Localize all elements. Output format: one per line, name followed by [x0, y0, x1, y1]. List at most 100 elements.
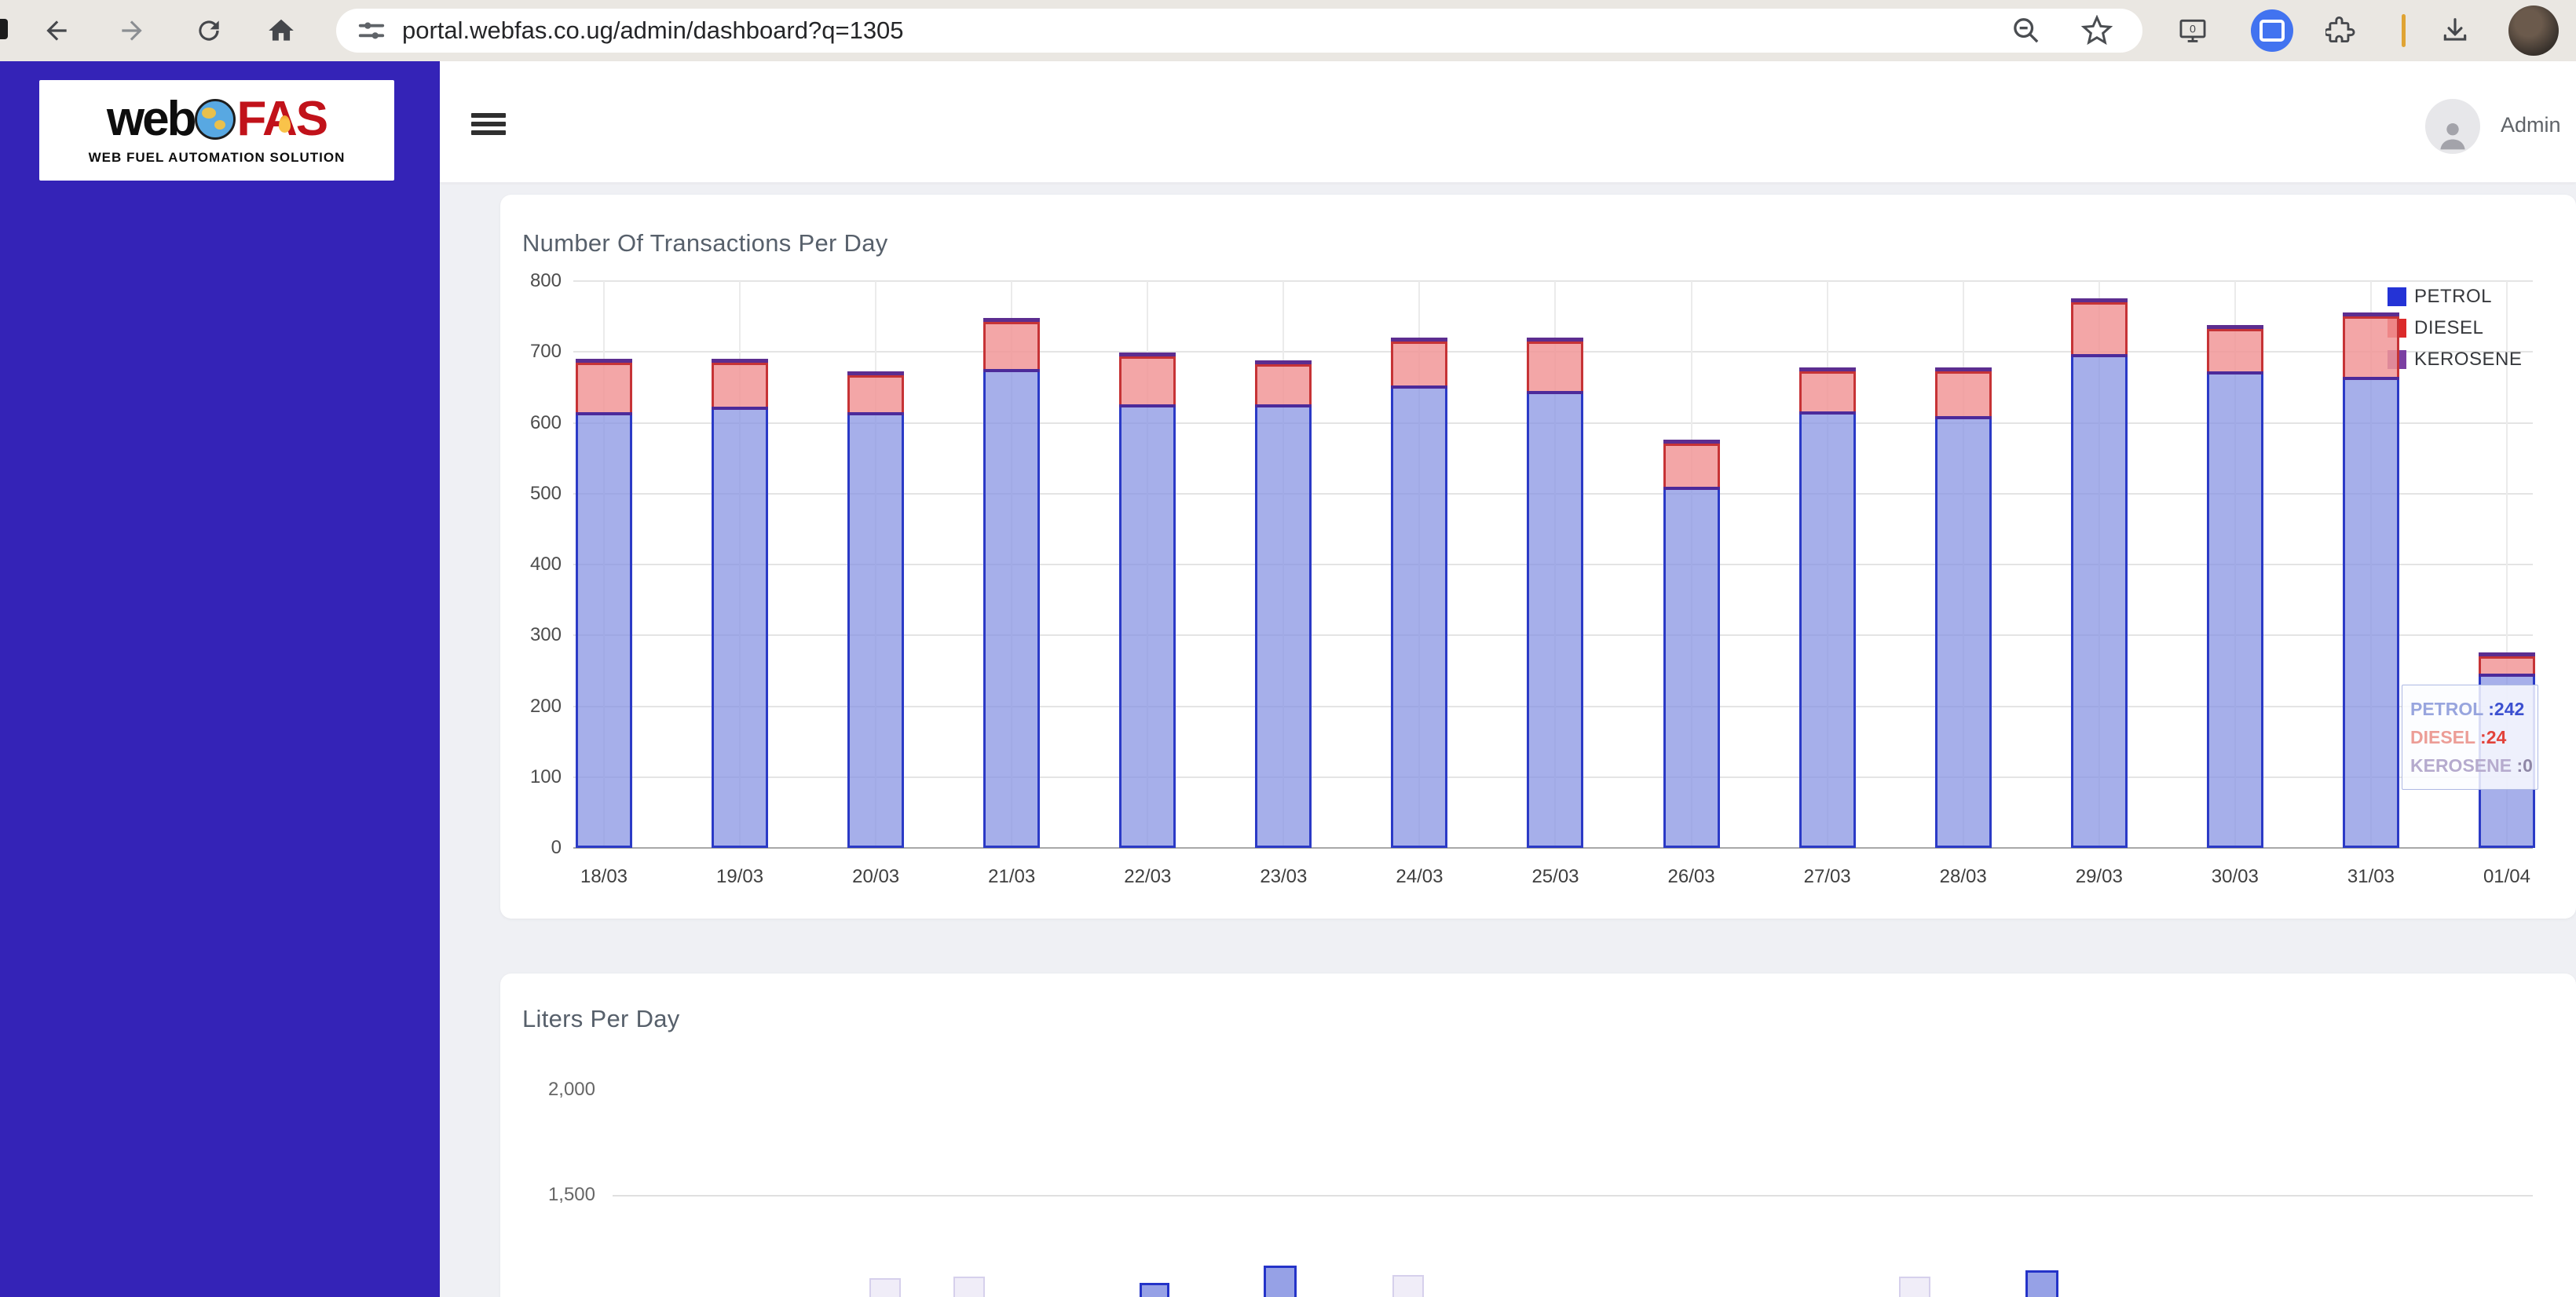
home-icon[interactable]	[264, 13, 298, 48]
x-axis-label: 29/03	[2075, 866, 2123, 887]
bar-group[interactable]	[1663, 281, 1720, 848]
cast-badge-text: 0	[2190, 23, 2196, 35]
x-axis-label: 23/03	[1260, 866, 1308, 887]
back-icon[interactable]	[39, 13, 74, 48]
kerosene-cap	[1527, 338, 1584, 342]
liters-chart: 2,000 1,500	[500, 974, 2576, 1297]
diesel-segment	[1391, 342, 1448, 385]
y-axis-label: 600	[529, 411, 562, 433]
partial-bar[interactable]	[1140, 1283, 1169, 1297]
logo-caption: WEB FUEL AUTOMATION SOLUTION	[88, 150, 346, 165]
x-axis-label: 26/03	[1667, 866, 1715, 887]
sidebar-nav: web FAS WEB FUEL AUTOMATION SOLUTION	[0, 61, 440, 1297]
kerosene-midline	[2342, 377, 2399, 380]
partial-bar[interactable]	[1899, 1277, 1930, 1297]
bar-group[interactable]	[847, 281, 905, 848]
bar-group[interactable]	[576, 281, 632, 848]
partial-bar[interactable]	[2025, 1270, 2058, 1297]
kerosene-cap	[1255, 360, 1312, 364]
petrol-segment	[1391, 389, 1448, 848]
partial-bar[interactable]	[869, 1278, 901, 1297]
petrol-segment	[1527, 394, 1584, 848]
x-axis-label: 01/04	[2483, 866, 2530, 887]
kerosene-midline	[2206, 371, 2263, 374]
bar-group[interactable]	[2206, 281, 2263, 848]
x-axis-label: 24/03	[1396, 866, 1444, 887]
partial-bar[interactable]	[1392, 1275, 1424, 1297]
y-gridline	[573, 847, 2533, 849]
bar-group[interactable]	[2342, 281, 2399, 848]
y-axis-label: 500	[529, 482, 562, 504]
y-axis-label: 2,000	[547, 1079, 595, 1100]
browser-profile-avatar[interactable]	[2508, 5, 2559, 56]
user-avatar[interactable]	[2425, 99, 2480, 154]
tooltip-row: PETROL :242	[2410, 699, 2525, 719]
bar-group[interactable]	[1527, 281, 1584, 848]
y-axis-label: 400	[529, 554, 562, 575]
diesel-segment	[1119, 356, 1176, 404]
legend-swatch	[2388, 287, 2406, 306]
x-axis-label: 30/03	[2211, 866, 2259, 887]
tooltip-row: KEROSENE :0	[2410, 755, 2533, 776]
partial-bar[interactable]	[1264, 1266, 1297, 1297]
y-gridline	[613, 1195, 2533, 1197]
site-settings-icon[interactable]	[357, 16, 386, 46]
kerosene-cap	[2206, 325, 2263, 329]
kerosene-midline	[712, 407, 769, 410]
legend-label: DIESEL	[2414, 317, 2484, 338]
petrol-segment	[1255, 407, 1312, 848]
partial-bar[interactable]	[953, 1277, 985, 1297]
forward-icon[interactable]	[115, 13, 149, 48]
hamburger-menu-icon[interactable]	[471, 113, 506, 137]
reload-icon[interactable]	[192, 13, 226, 48]
liters-card: Liters Per Day 2,000 1,500	[500, 974, 2576, 1297]
bar-group[interactable]	[1255, 281, 1312, 848]
kerosene-cap	[2070, 298, 2128, 302]
diesel-segment	[1798, 371, 1856, 411]
x-axis-label: 18/03	[580, 866, 628, 887]
kerosene-midline	[1391, 385, 1448, 389]
bar-group[interactable]	[712, 281, 769, 848]
legend-label: KEROSENE	[2414, 349, 2523, 370]
diesel-segment	[2342, 316, 2399, 377]
kerosene-midline	[2070, 354, 2128, 357]
kerosene-cap	[1934, 367, 1992, 371]
chart-tooltip: PETROL :242 DIESEL :24 KEROSENE :0	[2402, 685, 2538, 790]
diesel-segment	[1663, 444, 1720, 487]
zoom-out-icon[interactable]	[2011, 15, 2042, 46]
user-label[interactable]: Admin	[2501, 113, 2561, 137]
bar-group[interactable]	[1119, 281, 1176, 848]
tooltip-row: DIESEL :24	[2410, 727, 2507, 747]
webfas-logo: web FAS WEB FUEL AUTOMATION SOLUTION	[39, 80, 394, 181]
bar-group[interactable]	[983, 281, 1041, 848]
toolbar-separator	[2402, 14, 2406, 47]
bar-group[interactable]	[2070, 281, 2128, 848]
legend-item-petrol[interactable]: PETROL	[2388, 286, 2522, 308]
extensions-puzzle-icon[interactable]	[2323, 13, 2358, 48]
url-text[interactable]: portal.webfas.co.ug/admin/dashboard?q=13…	[402, 16, 904, 44]
petrol-segment	[2070, 357, 2128, 848]
screen-share-icon[interactable]: 0	[2175, 13, 2210, 48]
bar-group[interactable]	[1391, 281, 1448, 848]
x-axis-label: 31/03	[2347, 866, 2395, 887]
chart-title-liters: Liters Per Day	[522, 1005, 680, 1032]
petrol-segment	[847, 415, 905, 848]
kerosene-cap	[983, 318, 1041, 322]
y-axis-label: 700	[529, 341, 562, 363]
logo-text-fas: FAS	[237, 95, 329, 144]
kerosene-midline	[1255, 404, 1312, 407]
y-axis-label: 1,500	[547, 1184, 595, 1205]
x-axis-label: 28/03	[1939, 866, 1987, 887]
bar-group[interactable]	[1798, 281, 1856, 848]
download-icon[interactable]	[2438, 13, 2472, 48]
petrol-segment	[1798, 415, 1856, 848]
bookmark-star-icon[interactable]	[2080, 14, 2113, 46]
extension-glyph	[2259, 20, 2285, 42]
kerosene-cap	[2342, 312, 2399, 316]
pinned-extension-icon[interactable]	[2251, 9, 2293, 52]
bar-group[interactable]	[1934, 281, 1992, 848]
diesel-segment	[983, 322, 1041, 369]
url-bar[interactable]: portal.webfas.co.ug/admin/dashboard?q=13…	[336, 9, 2142, 53]
kerosene-midline	[1798, 411, 1856, 415]
